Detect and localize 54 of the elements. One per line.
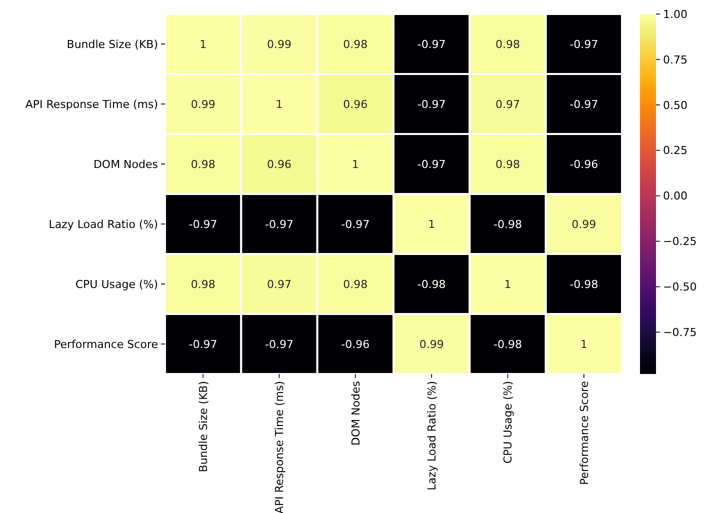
color-bar-label: −0.75	[663, 326, 697, 340]
data-label: -0.98	[494, 338, 522, 351]
data-label: 0.98	[190, 278, 216, 291]
data-label: -0.98	[417, 278, 446, 291]
data-label: 0.98	[343, 278, 368, 291]
color-bar-label: 0.50	[663, 98, 688, 112]
data-label: 0.98	[343, 38, 368, 51]
data-label: -0.97	[417, 158, 446, 171]
data-label: 1	[504, 278, 512, 291]
color-bar-label: 0.00	[663, 190, 688, 203]
data-label: -0.97	[188, 218, 218, 231]
data-label: 0.98	[496, 38, 520, 51]
data-label: 0.97	[496, 98, 520, 111]
color-bar-label: 0.25	[663, 144, 688, 158]
data-label: -0.97	[570, 38, 598, 51]
x-tick-label: DOM Nodes	[349, 380, 362, 446]
color-bar-label: 1.00	[663, 8, 688, 21]
data-label: 0.96	[267, 158, 292, 171]
data-label: 0.96	[343, 98, 368, 111]
color-bar-label: 0.75	[663, 53, 688, 66]
color-bar-label: −0.50	[663, 280, 697, 294]
data-label: 1	[200, 38, 207, 51]
data-label: 0.99	[572, 218, 596, 231]
data-label: -0.97	[417, 98, 446, 111]
y-tick-label: DOM Nodes	[93, 158, 158, 171]
data-label: -0.97	[341, 218, 370, 231]
data-label: -0.97	[265, 218, 294, 231]
data-label: -0.98	[494, 218, 522, 231]
x-tick-label: Performance Score	[578, 380, 591, 486]
data-label: -0.96	[341, 338, 370, 351]
color-bar-label: −0.25	[663, 235, 697, 248]
data-label: -0.97	[188, 338, 218, 351]
y-tick-label: Lazy Load Ratio (%)	[48, 218, 158, 231]
data-label: 0.99	[267, 38, 292, 51]
data-label: 0.99	[419, 338, 444, 351]
y-tick-label: Performance Score	[54, 338, 158, 351]
y-tick-label: API Response Time (ms)	[25, 98, 158, 111]
data-label: 0.98	[190, 158, 216, 171]
data-label: -0.96	[570, 158, 598, 171]
x-tick-label: Lazy Load Ratio (%)	[425, 381, 438, 490]
data-label: 0.99	[190, 98, 216, 111]
data-label: 1	[428, 218, 436, 231]
data-label: -0.97	[417, 38, 446, 51]
data-label: 1	[276, 98, 283, 111]
data-label: 1	[352, 158, 359, 171]
data-label: 1	[580, 338, 588, 351]
x-tick-label: CPU Usage (%)	[502, 381, 515, 464]
y-tick-label: CPU Usage (%)	[75, 278, 158, 291]
data-label: -0.97	[265, 338, 294, 351]
y-tick-label: Bundle Size (KB)	[66, 38, 158, 51]
data-label: 0.97	[267, 278, 292, 291]
data-label: -0.98	[570, 278, 598, 291]
data-label: -0.97	[570, 98, 598, 111]
data-label: 0.98	[496, 158, 520, 171]
